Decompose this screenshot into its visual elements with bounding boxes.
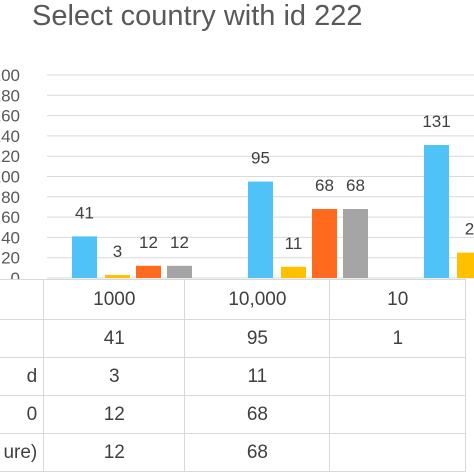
- bar: [105, 274, 130, 278]
- data-label: 95: [251, 149, 270, 168]
- y-tick-label: 140: [0, 127, 20, 146]
- table-row: 0 12 68: [0, 395, 466, 434]
- data-table: 1000 10,000 10 41 95 1 d 3 11 0 12 68 ure) 12 68: [0, 279, 466, 472]
- chart-title: Select country with id 222: [32, 0, 363, 32]
- table-header-row: 1000 10,000 10: [0, 279, 466, 320]
- table-row: d 3 11: [0, 357, 466, 396]
- table-row-label: ure): [0, 433, 45, 472]
- data-label: 41: [75, 203, 94, 222]
- table-cell: 10: [329, 279, 466, 320]
- y-tick-label: 160: [0, 107, 20, 126]
- data-label: 12: [139, 233, 158, 252]
- table-row-label: d: [0, 357, 45, 396]
- table-cell: [329, 395, 466, 434]
- table-cell: 11: [184, 357, 331, 396]
- bar: [343, 208, 368, 278]
- y-tick-label: 100: [0, 168, 20, 187]
- bar: [136, 265, 161, 278]
- data-label: 3: [113, 242, 122, 261]
- table-row-label: [0, 279, 45, 320]
- bar: [312, 208, 337, 278]
- table-cell: 12: [43, 395, 186, 434]
- table-cell: 68: [184, 395, 331, 434]
- data-label: 131: [422, 112, 450, 131]
- y-tick-label: 40: [1, 228, 20, 247]
- table-cell: 3: [43, 357, 186, 396]
- table-row: 41 95 1: [0, 319, 466, 358]
- table-cell: [329, 357, 466, 396]
- y-tick-label: 20: [1, 249, 20, 268]
- table-cell: 68: [184, 433, 331, 472]
- y-tick-label: 180: [0, 86, 20, 105]
- bar: [167, 265, 192, 278]
- table-cell: 12: [43, 433, 186, 472]
- bar: [248, 181, 273, 278]
- data-label: 11: [285, 234, 303, 253]
- bar: [424, 145, 449, 278]
- table-cell: 95: [184, 319, 331, 358]
- y-tick-label: 80: [1, 188, 20, 207]
- table-cell: 1: [329, 319, 466, 358]
- table-row-label: 0: [0, 395, 45, 434]
- table-cell: [329, 433, 466, 472]
- table-cell: 10,000: [184, 279, 331, 320]
- data-label: 68: [315, 176, 334, 195]
- data-label: 2: [465, 220, 474, 239]
- bar-chart: 020 406080100 120140160 180200 41 3 12 12 95 11 68…: [0, 66, 474, 279]
- y-tick-label: 60: [1, 208, 20, 227]
- table-row: ure) 12 68: [0, 433, 466, 472]
- y-tick-label: 120: [0, 147, 20, 166]
- table-cell: 1000: [43, 279, 186, 320]
- data-label: 12: [170, 233, 189, 252]
- data-label: 68: [346, 176, 365, 195]
- bar: [281, 266, 306, 278]
- bar: [457, 252, 474, 278]
- y-tick-label: 0: [11, 269, 20, 279]
- y-tick-label: 200: [0, 66, 20, 85]
- table-row-label: [0, 319, 45, 358]
- table-cell: 41: [43, 319, 186, 358]
- bar: [72, 236, 97, 278]
